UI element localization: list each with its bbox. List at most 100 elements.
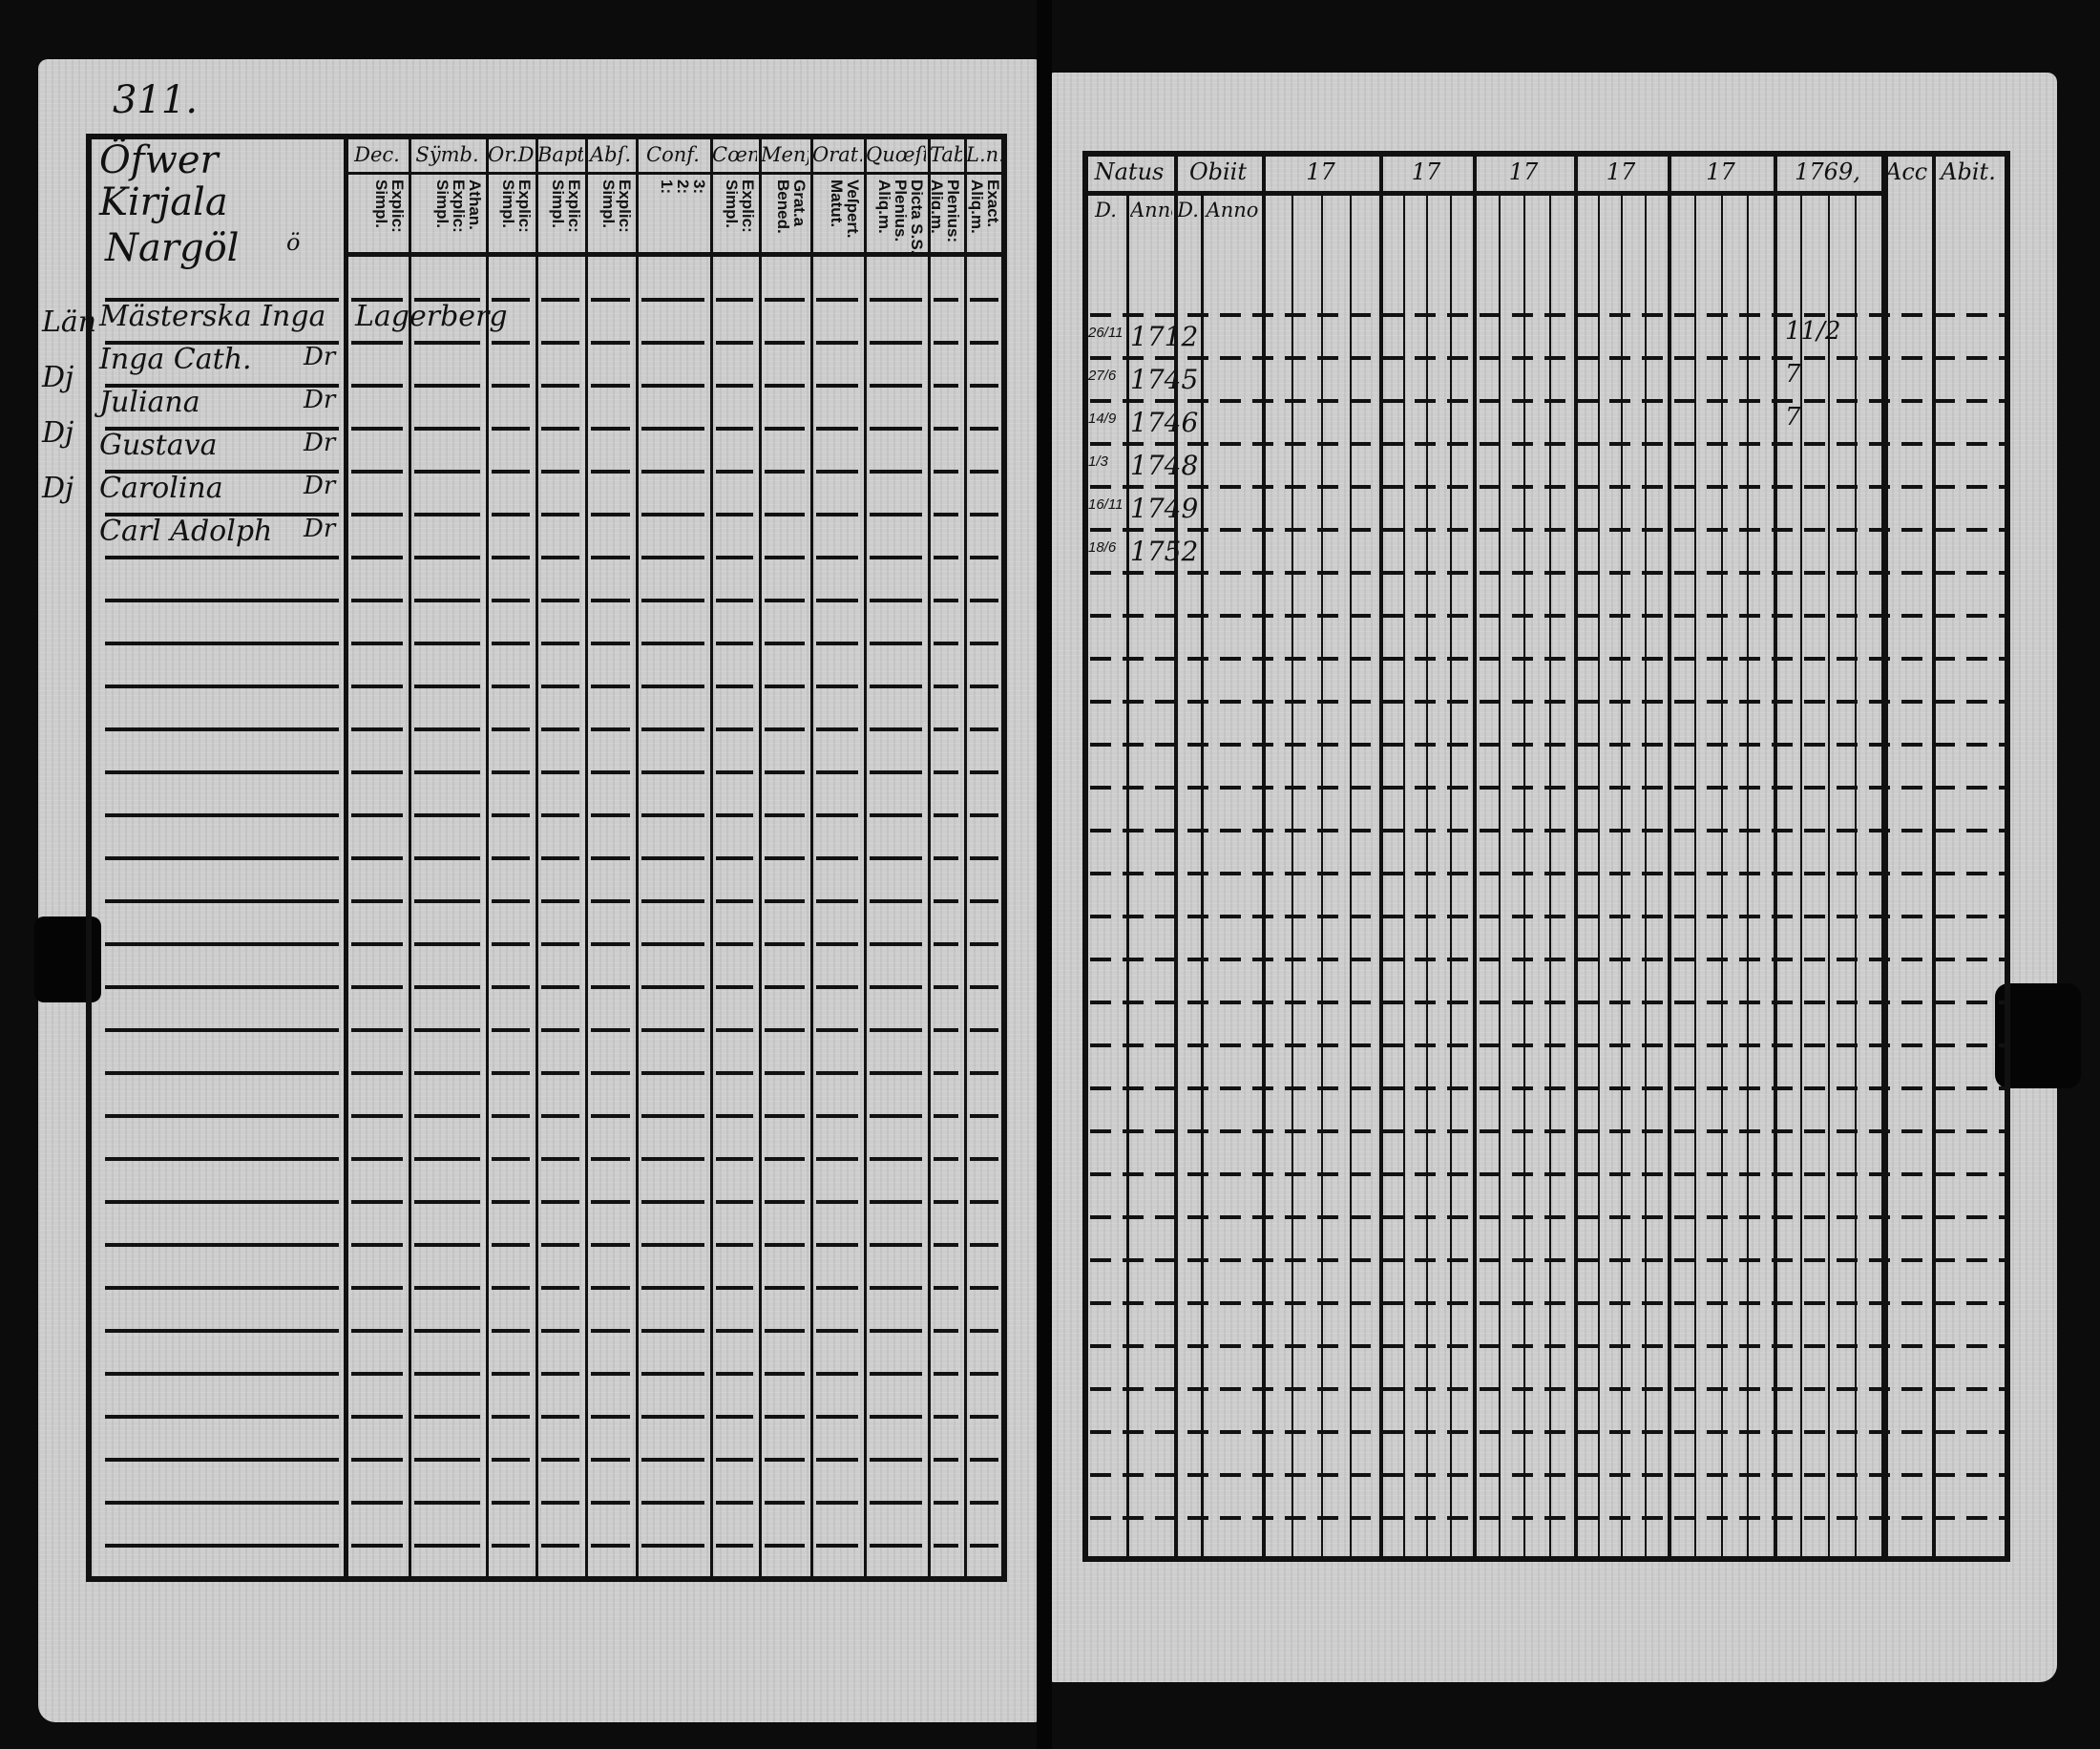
birth-year: 1712 (1130, 321, 1199, 352)
row-rule (591, 685, 630, 688)
row-rule (765, 427, 805, 431)
row-rule (934, 1028, 958, 1032)
row-rule (351, 856, 403, 860)
row-rule (591, 470, 630, 474)
row-rule (641, 513, 704, 516)
row-rule (934, 427, 958, 431)
row-rule (641, 985, 704, 989)
sub-column-header: Anno (1206, 199, 1259, 221)
row-rule (716, 1372, 753, 1376)
row-rule (765, 1243, 805, 1247)
column-divider (1932, 157, 1936, 1556)
row-rule (414, 1501, 480, 1505)
birth-day: 14/9 (1088, 411, 1117, 427)
row-rule (716, 1329, 753, 1333)
margin-note: Dj (42, 472, 74, 505)
row-rule (641, 899, 704, 903)
row-rule (492, 470, 530, 474)
row-rule (816, 685, 858, 688)
row-rule (870, 513, 922, 516)
row-rule (716, 985, 753, 989)
row-rule (591, 727, 630, 731)
row-rule (870, 384, 922, 388)
column-divider (1379, 157, 1383, 1556)
row-rule (591, 1200, 630, 1204)
row-rule (934, 685, 958, 688)
row-rule (934, 1114, 958, 1118)
row-rule (105, 813, 339, 817)
row-rule (541, 1501, 579, 1505)
header-label-divider (346, 172, 1004, 175)
row-rule (591, 1114, 630, 1118)
birth-year: 1749 (1130, 493, 1199, 524)
year-1769-mark: 7 (1785, 360, 1801, 389)
row-rule (870, 599, 922, 602)
row-rule (351, 899, 403, 903)
row-rule (351, 341, 403, 345)
row-rule (541, 942, 579, 946)
row-rule (816, 1458, 858, 1462)
row-rule (541, 1071, 579, 1075)
row-rule (970, 727, 998, 731)
column-subheader: Athan. Explic: Simpl. (433, 179, 483, 233)
row-rule (716, 1071, 753, 1075)
row-rule (765, 770, 805, 774)
row-rule (105, 599, 339, 602)
row-rule (934, 1200, 958, 1204)
birth-day: 1/3 (1088, 453, 1108, 470)
row-rule (591, 770, 630, 774)
column-header: Quœſt. (866, 143, 926, 166)
row-rule (870, 1286, 922, 1290)
entry-name: Gustava (99, 429, 218, 462)
row-rule (1090, 1344, 2005, 1348)
column-subheader: Dicta S.S. Plenius. Aliq.m. (875, 179, 925, 252)
column-divider (636, 139, 639, 1576)
row-rule (816, 513, 858, 516)
column-subheader: 3: 2: 1: (658, 179, 707, 195)
row-rule (414, 685, 480, 688)
row-rule (414, 1157, 480, 1161)
row-rule (492, 899, 530, 903)
row-rule (351, 1501, 403, 1505)
row-rule (591, 384, 630, 388)
row-rule (105, 685, 339, 688)
row-rule (934, 1071, 958, 1075)
row-rule (492, 1501, 530, 1505)
row-rule (1090, 528, 2005, 532)
row-rule (591, 1501, 630, 1505)
row-rule (765, 813, 805, 817)
row-rule (414, 1200, 480, 1204)
row-rule (492, 813, 530, 817)
entry-surname: Lagerberg (355, 300, 508, 333)
column-header: Abit. (1941, 158, 1996, 185)
birth-day: 27/6 (1088, 368, 1117, 384)
row-rule (351, 1114, 403, 1118)
row-rule (641, 599, 704, 602)
row-rule (934, 384, 958, 388)
row-rule (716, 856, 753, 860)
row-rule (1090, 571, 2005, 575)
row-rule (541, 727, 579, 731)
row-rule (414, 856, 480, 860)
column-header: Sÿmb. (415, 143, 479, 166)
row-rule (1090, 442, 2005, 446)
row-rule (934, 727, 958, 731)
row-rule (641, 1157, 704, 1161)
column-divider (864, 139, 867, 1576)
row-rule (765, 341, 805, 345)
row-rule (641, 727, 704, 731)
row-rule (970, 298, 998, 302)
sub-column-divider (1126, 196, 1129, 1556)
row-rule (716, 341, 753, 345)
row-rule (1090, 485, 2005, 489)
row-rule (765, 556, 805, 559)
row-rule (105, 1114, 339, 1118)
row-rule (816, 942, 858, 946)
row-rule (970, 685, 998, 688)
column-header: 17 (1306, 158, 1335, 185)
entry-name: Mästerska Inga (99, 300, 326, 333)
column-header: Abſ. (589, 143, 632, 166)
row-rule (870, 1243, 922, 1247)
row-rule (641, 1415, 704, 1419)
left-page (38, 59, 1039, 1722)
